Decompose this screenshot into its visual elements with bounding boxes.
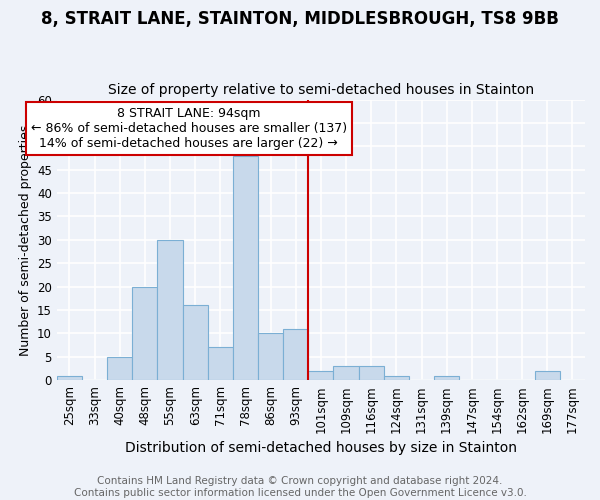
- Y-axis label: Number of semi-detached properties: Number of semi-detached properties: [19, 124, 32, 356]
- Bar: [107, 357, 132, 380]
- Bar: [535, 371, 560, 380]
- Text: Contains HM Land Registry data © Crown copyright and database right 2024.
Contai: Contains HM Land Registry data © Crown c…: [74, 476, 526, 498]
- Bar: [258, 334, 283, 380]
- Bar: [233, 156, 258, 380]
- Bar: [359, 366, 384, 380]
- Bar: [132, 286, 157, 380]
- Bar: [57, 376, 82, 380]
- X-axis label: Distribution of semi-detached houses by size in Stainton: Distribution of semi-detached houses by …: [125, 441, 517, 455]
- Bar: [434, 376, 459, 380]
- Bar: [157, 240, 182, 380]
- Bar: [208, 348, 233, 380]
- Text: 8 STRAIT LANE: 94sqm  
← 86% of semi-detached houses are smaller (137)
  14% of : 8 STRAIT LANE: 94sqm ← 86% of semi-detac…: [31, 106, 347, 150]
- Bar: [384, 376, 409, 380]
- Title: Size of property relative to semi-detached houses in Stainton: Size of property relative to semi-detach…: [108, 83, 534, 97]
- Bar: [334, 366, 359, 380]
- Bar: [182, 306, 208, 380]
- Text: 8, STRAIT LANE, STAINTON, MIDDLESBROUGH, TS8 9BB: 8, STRAIT LANE, STAINTON, MIDDLESBROUGH,…: [41, 10, 559, 28]
- Bar: [308, 371, 334, 380]
- Bar: [283, 328, 308, 380]
